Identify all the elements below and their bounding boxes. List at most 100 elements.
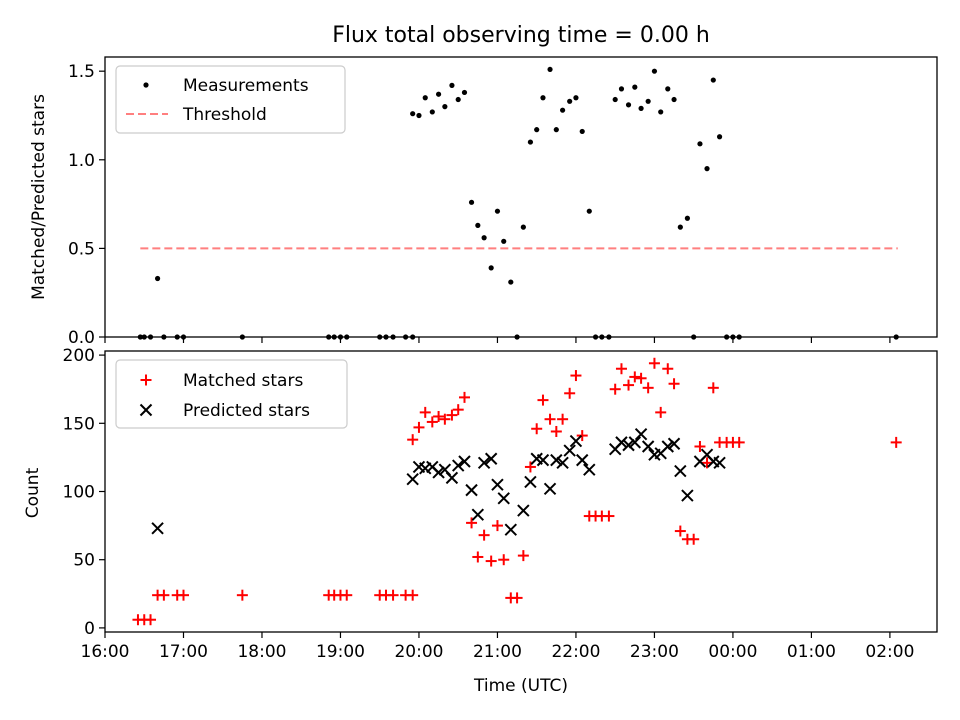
matched-star-marker [642, 382, 654, 394]
predicted-star-marker-b [583, 463, 596, 476]
bottom-panel: 16:00 17:00 18:00 19:00 20:00 21:00 22:00 23:00… [63, 346, 938, 662]
matched-star-marker [433, 410, 445, 422]
measurement-point [651, 68, 658, 74]
x-tick-label: 20:00 [394, 642, 443, 662]
predicted-star-marker [569, 434, 583, 448]
predicted-star-marker [452, 459, 465, 472]
measurement-point [618, 86, 625, 92]
top-y-tick-label: 0.0 [68, 328, 95, 348]
predicted-star-marker-b [563, 444, 576, 457]
predicted-star-marker [661, 440, 674, 453]
top-legend-box [115, 65, 346, 134]
predicted-star-marker [477, 456, 491, 470]
matched-star-marker [662, 363, 674, 375]
predicted-star-marker [151, 522, 164, 535]
matched-star-marker [458, 391, 470, 403]
matched-star-marker [145, 614, 157, 626]
predicted-star-marker [536, 453, 550, 467]
predicted-star-marker-b [530, 452, 543, 465]
matched-star-marker [387, 589, 399, 601]
matched-star-marker [890, 436, 902, 448]
predicted-star-marker-b [497, 492, 510, 505]
measurement-point [468, 199, 475, 205]
predicted-star-marker-b [536, 453, 550, 467]
predicted-star-marker-b [615, 436, 628, 449]
top-legend: Measurements Threshold [115, 65, 346, 134]
x-tick-label: 18:00 [237, 642, 286, 662]
measurement-point [632, 84, 638, 90]
predicted-star-marker-b [576, 453, 589, 467]
predicted-star-marker [465, 483, 478, 497]
matched-star-marker [341, 589, 353, 601]
bottom-y-tick-label: 100 [63, 483, 95, 503]
predicted-star-marker [432, 466, 445, 479]
x-tick-label: 00:00 [708, 642, 757, 662]
matched-star-marker [478, 529, 490, 541]
matched-star-marker [655, 406, 667, 418]
matched-star-marker [439, 413, 451, 425]
matched-star-marker [537, 394, 549, 406]
chart-title: Flux total observing time = 0.00 h [332, 23, 710, 48]
top-panel: 0.0 0.5 1.0 1.5 Measurements Threshold [68, 56, 938, 348]
x-tick-label: 01:00 [787, 642, 836, 662]
predicted-star-marker [556, 456, 569, 470]
predicted-star-marker-b [445, 471, 459, 485]
measurement-point [410, 111, 416, 117]
matched-star-marker [485, 555, 497, 567]
measurement-point [488, 265, 494, 271]
predicted-star-marker [674, 464, 687, 478]
predicted-star-marker-b [641, 440, 655, 453]
predicted-star-marker-b [432, 466, 445, 479]
bottom-y-tick-label: 200 [63, 346, 95, 366]
predicted-star-marker-b [465, 483, 478, 497]
predicted-star-marker-b [426, 460, 439, 474]
predicted-star-marker-b [406, 473, 419, 486]
matched-star-marker [491, 520, 503, 532]
matched-star-marker [668, 378, 680, 390]
matched-star-marker [407, 434, 419, 446]
measurement-point [494, 208, 501, 214]
measurement-point [461, 89, 468, 96]
predicted-star-marker [524, 475, 537, 489]
predicted-star-marker [445, 471, 459, 485]
predicted-star-marker [550, 453, 563, 467]
legend-predicted-label: Predicted stars [183, 401, 310, 421]
measurement-point [560, 107, 566, 113]
matched-star-marker [623, 379, 635, 391]
measurement-point [416, 112, 422, 119]
measurement-point [553, 127, 559, 133]
bottom-y-tick-label: 50 [73, 551, 95, 571]
x-tick-label: 19:00 [316, 642, 365, 662]
x-tick-label: 22:00 [551, 642, 600, 662]
predicted-star-marker [634, 428, 648, 441]
measurement-point [586, 208, 592, 214]
predicted-star-marker [484, 452, 498, 465]
predicted-star-marker-b [484, 452, 498, 465]
matched-star-marker [557, 413, 569, 425]
matched-star-marker [413, 421, 425, 433]
x-tick-label: 21:00 [473, 642, 522, 662]
bottom-y-tick-label: 0 [84, 619, 95, 639]
bottom-legend: Matched stars Predicted stars [115, 359, 348, 429]
predicted-star-marker [713, 456, 726, 470]
matched-star-marker [570, 370, 582, 382]
predicted-star-marker-b [471, 508, 485, 521]
matched-star-marker [472, 551, 484, 563]
predicted-star-marker-b [661, 440, 674, 453]
matched-star-marker [466, 517, 478, 529]
measurement-point [435, 91, 442, 97]
predicted-star-marker [667, 437, 681, 450]
measurement-point [547, 66, 553, 73]
measurement-point [704, 166, 710, 172]
predicted-star-marker-b [556, 456, 569, 470]
predicted-star-marker [491, 478, 504, 491]
matched-star-marker [511, 592, 523, 604]
predicted-star-marker-b [550, 453, 563, 467]
top-y-axis-label: Matched/Predicted stars [29, 94, 49, 300]
predicted-star-marker [628, 436, 642, 449]
measurement-point [638, 105, 644, 111]
predicted-star-marker-b [412, 460, 426, 474]
predicted-star-marker-b [707, 455, 720, 468]
measurement-point [154, 275, 161, 282]
